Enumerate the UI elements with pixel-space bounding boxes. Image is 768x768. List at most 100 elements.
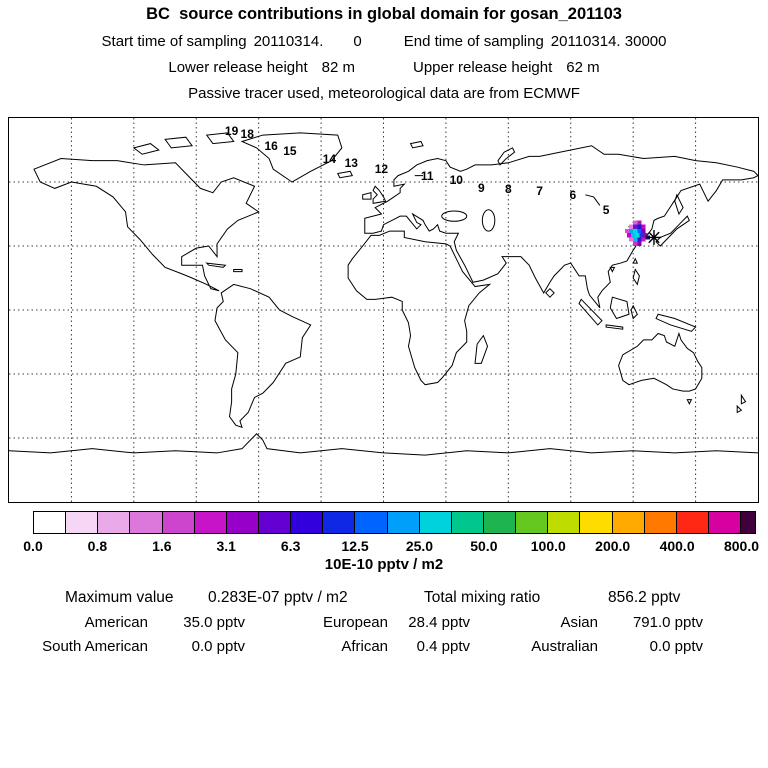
coastline-iceland bbox=[338, 171, 353, 177]
upper-height-value: 62 m bbox=[566, 59, 600, 76]
colorbar-segment bbox=[354, 512, 387, 533]
colorbar-segment bbox=[322, 512, 355, 533]
plume-cell bbox=[633, 220, 638, 225]
coastline-greenland bbox=[242, 133, 342, 182]
plume-cell bbox=[641, 237, 646, 242]
colorbar-segment bbox=[386, 512, 419, 533]
plume-cell bbox=[637, 241, 642, 246]
coastline-new-guinea bbox=[656, 314, 696, 331]
plume-cell bbox=[633, 224, 638, 229]
colorbar-tick-label: 100.0 bbox=[530, 538, 566, 554]
coastline-taiwan bbox=[633, 259, 637, 263]
coastline-hispaniola bbox=[234, 269, 242, 271]
colorbar-segment bbox=[579, 512, 612, 533]
coastline-eurasia bbox=[365, 146, 758, 308]
colorbar-unit-label: 10E-10 pptv / m2 bbox=[324, 556, 444, 573]
caspian-sea bbox=[482, 210, 494, 231]
start-time-value2: 0 bbox=[353, 33, 362, 50]
plume-cell bbox=[629, 228, 634, 234]
colorbar-segment bbox=[482, 512, 516, 533]
contribution-value: 0.0 pptv bbox=[191, 638, 245, 655]
plume-cell bbox=[624, 228, 630, 234]
total-mixing-ratio-label: Total mixing ratio bbox=[424, 589, 541, 606]
coastline-arctic-islands bbox=[134, 133, 234, 154]
contribution-value: 0.4 pptv bbox=[416, 638, 470, 655]
colorbar-tick-label: 12.5 bbox=[341, 538, 369, 554]
colorbar-tick-label: 400.0 bbox=[659, 538, 695, 554]
colorbar-segment bbox=[643, 512, 676, 533]
max-value-label: Maximum value bbox=[65, 589, 174, 606]
plume-cell bbox=[631, 233, 636, 238]
coastline-hainan bbox=[610, 267, 614, 271]
colorbar-segment bbox=[740, 512, 756, 533]
colorbar-segment bbox=[611, 512, 644, 533]
lower-height-value: 82 m bbox=[321, 59, 355, 76]
figure-title: BC source contributions in global domain… bbox=[146, 5, 622, 23]
colorbar-segment bbox=[450, 512, 483, 533]
colorbar-segment bbox=[129, 512, 162, 533]
colorbar-segment bbox=[225, 512, 258, 533]
colorbar-tick-label: 3.1 bbox=[216, 538, 236, 554]
coastline-novaya-zemlya bbox=[498, 148, 515, 165]
coastline-sulawesi bbox=[631, 306, 637, 319]
contribution-value: 28.4 pptv bbox=[408, 614, 470, 631]
plume-cell bbox=[633, 241, 638, 246]
end-time-value: 20110314. 30000 bbox=[550, 33, 667, 50]
black-sea bbox=[442, 211, 467, 221]
coastline-north-america bbox=[34, 159, 259, 291]
end-time-label: End time of sampling bbox=[403, 33, 544, 50]
colorbar-tick-label: 6.3 bbox=[280, 538, 301, 554]
upper-height-label: Upper release height bbox=[413, 59, 553, 76]
sampling-line: Start time of sampling 20110314. 0 End time… bbox=[0, 33, 768, 50]
coastline-borneo bbox=[610, 297, 629, 318]
plume-cell bbox=[637, 220, 642, 225]
start-time-value: 20110314. bbox=[253, 33, 324, 50]
coastline-africa bbox=[348, 231, 489, 385]
tracer-line: Passive tracer used, meteorological data… bbox=[188, 85, 580, 102]
contribution-name: Australian bbox=[531, 638, 598, 655]
colorbar-segment bbox=[707, 512, 741, 533]
start-time-label: Start time of sampling bbox=[101, 33, 247, 50]
plume-cell bbox=[641, 224, 646, 229]
contribution-name: Asian bbox=[560, 614, 598, 631]
coastline-south-america bbox=[215, 284, 311, 427]
colorbar bbox=[33, 511, 756, 534]
colorbar-segment bbox=[97, 512, 130, 533]
plume-cell bbox=[633, 237, 638, 242]
source-contributions-table: American 35.0 pptv European 28.4 pptv Asian 7… bbox=[10, 614, 703, 655]
coastline-antarctica bbox=[9, 434, 758, 455]
colorbar-segment bbox=[161, 512, 194, 533]
plume-cell bbox=[637, 228, 642, 234]
world-map-panel: 19 18 16 15 14 13 12 11 10 9 8 7 6 5 bbox=[8, 117, 759, 503]
world-map-svg bbox=[9, 118, 758, 502]
colorbar-tick-label: 200.0 bbox=[595, 538, 631, 554]
trajectory-fragments bbox=[415, 176, 600, 206]
contribution-value: 35.0 pptv bbox=[183, 614, 245, 631]
colorbar-segment bbox=[257, 512, 291, 533]
coastline-cuba bbox=[207, 263, 226, 267]
contribution-name: South American bbox=[42, 638, 148, 655]
colorbar-segment bbox=[65, 512, 98, 533]
release-height-line: Lower release height 82 m Upper release he… bbox=[0, 59, 768, 76]
plume-cell bbox=[637, 224, 642, 229]
coastline-sakhalin bbox=[675, 195, 683, 214]
plume-cell bbox=[629, 224, 634, 229]
coastline-svalbard bbox=[411, 141, 423, 147]
contribution-name: American bbox=[84, 614, 148, 631]
colorbar-segment bbox=[290, 512, 323, 533]
colorbar-tick-label: 0.0 bbox=[23, 538, 43, 554]
plume-cell bbox=[626, 233, 632, 238]
coastline-japan bbox=[656, 216, 689, 246]
plume-cell bbox=[635, 233, 640, 238]
plume-cell bbox=[637, 237, 642, 242]
coastline-tasmania bbox=[687, 400, 691, 404]
coastline-sumatra bbox=[579, 299, 602, 325]
receptor-star-icon bbox=[646, 230, 662, 245]
colorbar-segment bbox=[547, 512, 580, 533]
contribution-value: 791.0 pptv bbox=[632, 614, 703, 631]
stats-line: Maximum value 0.283E-07 pptv / m2 Total … bbox=[0, 589, 768, 609]
plume-cell bbox=[629, 237, 634, 242]
colorbar-tick-label: 50.0 bbox=[470, 538, 498, 554]
colorbar-tick-label: 0.8 bbox=[87, 538, 108, 554]
colorbar-tick-label: 25.0 bbox=[405, 538, 434, 554]
